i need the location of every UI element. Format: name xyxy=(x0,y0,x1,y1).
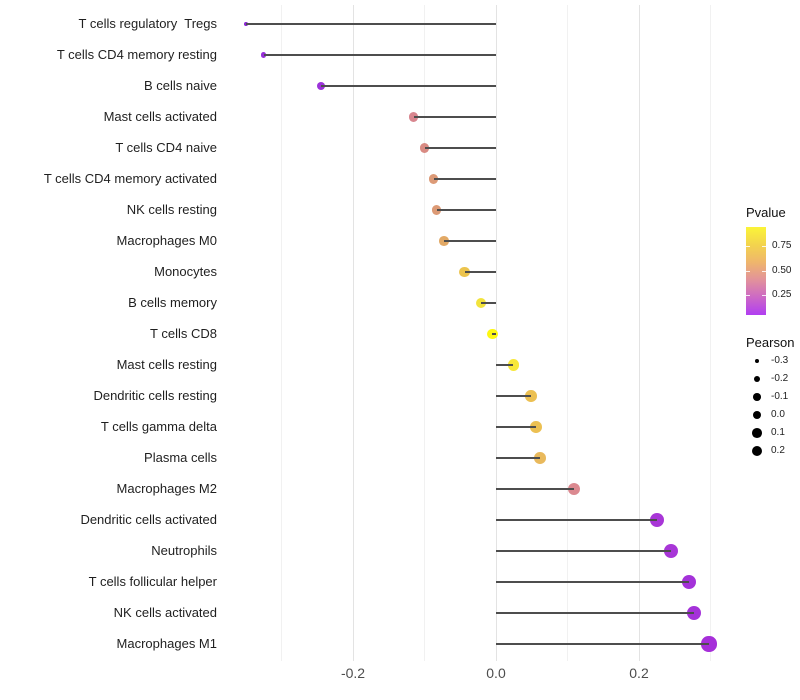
y-axis-label: Neutrophils xyxy=(151,543,217,558)
y-axis-label: T cells CD4 memory activated xyxy=(43,171,217,186)
lollipop-stem xyxy=(492,333,496,335)
lollipop-stem xyxy=(413,116,496,118)
y-axis-label: T cells follicular helper xyxy=(88,574,217,589)
gridline-minor xyxy=(710,5,711,661)
pearson-legend-dot xyxy=(752,410,762,420)
pearson-legend-title: Pearson xyxy=(746,335,795,350)
pvalue-bar-tick xyxy=(762,294,766,296)
pvalue-bar-tick xyxy=(746,294,750,296)
y-axis-label: B cells naive xyxy=(144,78,217,93)
y-axis-label: B cells memory xyxy=(128,295,217,310)
pearson-legend-label: 0.2 xyxy=(771,445,785,456)
pvalue-tick-label: 0.50 xyxy=(772,264,792,276)
gridline-minor xyxy=(567,5,568,661)
pvalue-bar-tick xyxy=(762,270,766,272)
lollipop-stem xyxy=(443,240,496,242)
lollipop-stem xyxy=(496,581,690,583)
data-point-dot xyxy=(243,22,248,26)
pearson-legend-dot xyxy=(752,428,762,438)
pvalue-legend-title: Pvalue xyxy=(746,205,786,220)
y-axis-label: Mast cells activated xyxy=(103,109,217,124)
lollipop-stem xyxy=(496,364,514,366)
pearson-legend-dot xyxy=(753,393,761,401)
data-point-dot xyxy=(525,390,537,402)
lollipop-stem xyxy=(263,54,496,56)
data-point-dot xyxy=(567,482,581,496)
lollipop-stem xyxy=(245,23,496,25)
data-point-dot xyxy=(475,297,487,309)
lollipop-stem xyxy=(496,457,541,459)
pearson-legend-dot xyxy=(751,445,763,457)
lollipop-stem xyxy=(496,426,537,428)
lollipop-stem xyxy=(320,85,496,87)
pvalue-gradient-bar xyxy=(746,227,766,315)
pvalue-tick-label: 0.25 xyxy=(772,288,792,300)
pvalue-bar-tick xyxy=(746,246,750,248)
gridline-major xyxy=(352,5,354,661)
y-axis-label: Mast cells resting xyxy=(116,357,217,372)
y-axis-label: T cells gamma delta xyxy=(100,419,217,434)
y-axis-label: Dendritic cells resting xyxy=(93,388,217,403)
pvalue-bar-tick xyxy=(746,270,750,272)
data-point-dot xyxy=(701,636,717,652)
data-point-dot xyxy=(419,143,430,153)
y-axis-label: Plasma cells xyxy=(144,450,217,465)
x-axis-tick-label: 0.2 xyxy=(629,665,649,681)
lollipop-stem xyxy=(496,395,532,397)
y-axis-label: Macrophages M1 xyxy=(116,636,217,651)
lollipop-stem xyxy=(464,271,496,273)
y-axis-label: T cells CD4 memory resting xyxy=(56,47,217,62)
y-axis-label: NK cells activated xyxy=(113,605,217,620)
pvalue-bar-tick xyxy=(762,246,766,248)
lollipop-stem xyxy=(496,643,710,645)
y-axis-label: Dendritic cells activated xyxy=(80,512,217,527)
lollipop-stem xyxy=(496,550,672,552)
gridline-minor xyxy=(281,5,282,661)
y-axis-label: T cells CD4 naive xyxy=(115,140,217,155)
lollipop-stem xyxy=(480,302,496,304)
y-axis-label: Monocytes xyxy=(154,264,217,279)
lollipop-stem xyxy=(436,209,496,211)
gridline-minor xyxy=(424,5,425,661)
lollipop-stem xyxy=(496,488,574,490)
lollipop-stem xyxy=(433,178,496,180)
x-axis-tick-label: 0.0 xyxy=(486,665,506,681)
pearson-legend-label: 0.1 xyxy=(771,427,785,438)
pearson-legend-dot xyxy=(754,358,760,364)
y-axis-label: Macrophages M0 xyxy=(116,233,217,248)
lollipop-stem xyxy=(496,519,657,521)
data-point-dot xyxy=(487,328,498,340)
lollipop-stem xyxy=(496,612,695,614)
y-axis-label: NK cells resting xyxy=(126,202,217,217)
pearson-legend-dot xyxy=(753,375,761,383)
y-axis-label: T cells regulatory Tregs xyxy=(78,16,217,31)
pearson-legend-label: -0.3 xyxy=(771,355,789,366)
pearson-legend-label: -0.2 xyxy=(771,373,789,384)
x-axis-tick-label: -0.2 xyxy=(340,665,366,681)
data-point-dot xyxy=(260,52,267,58)
pearson-legend-label: -0.1 xyxy=(771,391,789,402)
y-axis-label: T cells CD8 xyxy=(150,326,217,341)
gridline-major xyxy=(638,5,640,661)
y-axis-label: Macrophages M2 xyxy=(116,481,217,496)
pearson-legend-label: 0.0 xyxy=(771,409,785,420)
lollipop-stem xyxy=(424,147,496,149)
pvalue-tick-label: 0.75 xyxy=(772,240,792,252)
